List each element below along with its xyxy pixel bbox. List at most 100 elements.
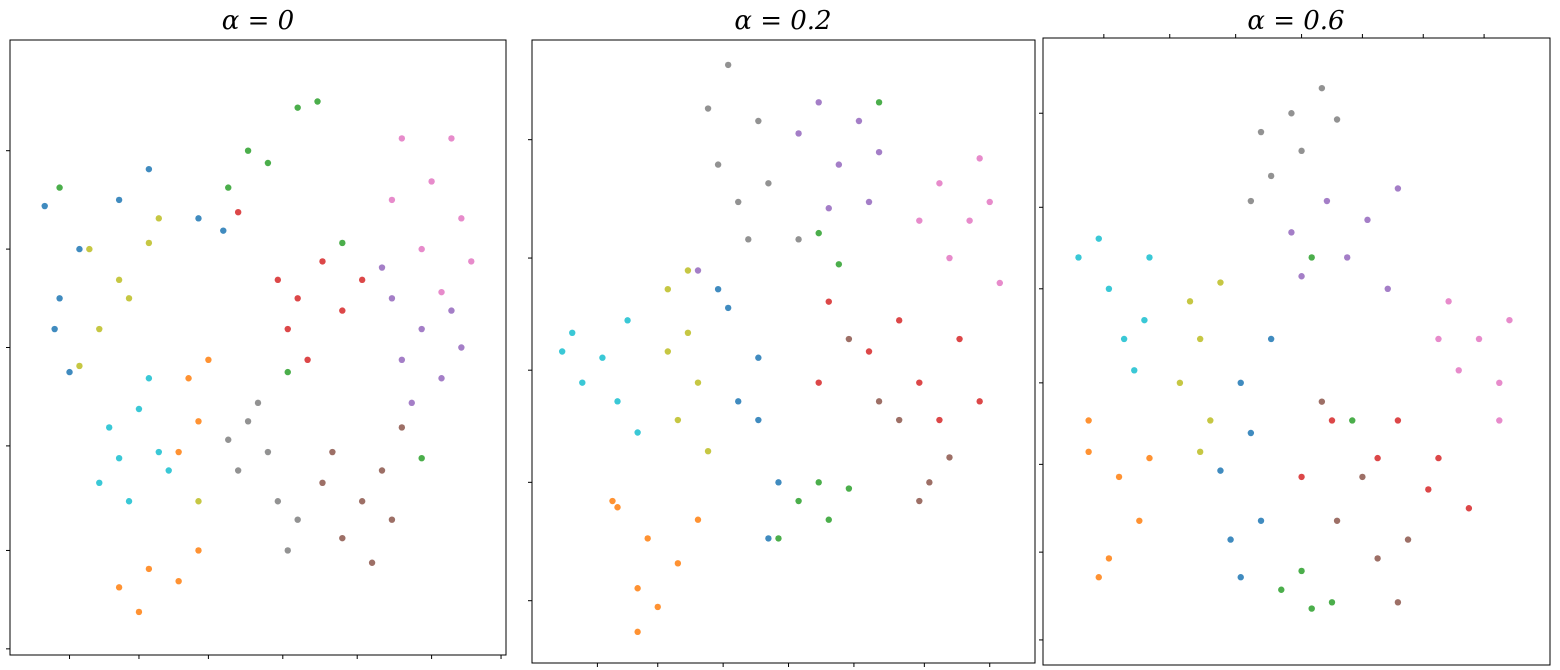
point xyxy=(775,535,782,542)
point xyxy=(599,354,606,361)
point xyxy=(1349,417,1356,424)
point xyxy=(1217,279,1224,286)
point xyxy=(1496,379,1503,387)
point xyxy=(106,424,113,431)
point xyxy=(966,217,973,224)
point xyxy=(1288,110,1295,117)
point xyxy=(388,196,396,204)
point xyxy=(135,608,143,616)
point xyxy=(41,202,48,210)
point xyxy=(86,245,93,253)
point xyxy=(795,236,802,243)
point xyxy=(634,429,641,436)
point xyxy=(1374,454,1381,462)
point xyxy=(825,516,832,523)
point xyxy=(946,254,953,262)
point xyxy=(835,261,843,268)
point xyxy=(1247,197,1255,205)
point xyxy=(1496,417,1503,424)
point xyxy=(294,516,301,523)
point xyxy=(1333,116,1341,123)
point xyxy=(234,467,242,474)
point xyxy=(956,335,963,343)
point xyxy=(755,117,762,125)
point xyxy=(755,416,762,424)
plot-frame xyxy=(531,39,1036,664)
point xyxy=(96,325,103,333)
point xyxy=(895,416,903,424)
point xyxy=(1075,254,1082,261)
point xyxy=(674,560,682,567)
point xyxy=(368,559,376,566)
plot-frame xyxy=(1042,37,1551,666)
point xyxy=(1425,486,1432,493)
point xyxy=(339,239,346,247)
point xyxy=(1288,229,1295,236)
point xyxy=(654,603,661,611)
point xyxy=(1506,316,1513,324)
point xyxy=(1298,567,1305,575)
point xyxy=(1394,417,1402,424)
point xyxy=(458,344,465,351)
point xyxy=(56,184,63,191)
point xyxy=(339,534,346,542)
point xyxy=(825,298,832,305)
point xyxy=(115,196,123,204)
point xyxy=(1115,473,1123,481)
point xyxy=(579,379,586,386)
point xyxy=(755,354,762,361)
point xyxy=(284,368,291,376)
point xyxy=(1384,285,1391,292)
point xyxy=(569,329,576,337)
point xyxy=(1196,448,1204,456)
point xyxy=(339,307,346,314)
point xyxy=(1318,84,1326,92)
point xyxy=(115,276,123,284)
point xyxy=(1237,379,1244,387)
point xyxy=(155,448,162,456)
point xyxy=(1344,254,1351,261)
point xyxy=(1435,335,1442,343)
point xyxy=(1374,555,1381,562)
point xyxy=(1435,454,1442,462)
point xyxy=(795,130,802,137)
point xyxy=(1318,398,1326,405)
point xyxy=(765,535,772,542)
point xyxy=(418,245,425,253)
point xyxy=(614,504,621,511)
panel-title: α = 0.2 xyxy=(734,6,831,36)
point xyxy=(294,295,301,302)
point xyxy=(195,498,202,505)
point xyxy=(1095,235,1102,242)
point xyxy=(319,258,326,265)
point xyxy=(76,245,83,253)
point xyxy=(125,498,133,505)
point xyxy=(936,416,943,424)
point xyxy=(264,159,272,167)
point xyxy=(1257,128,1265,136)
point xyxy=(358,276,366,284)
point xyxy=(1267,335,1275,343)
point xyxy=(735,398,742,405)
point xyxy=(135,405,143,413)
point xyxy=(378,264,386,271)
panel-title: α = 0.6 xyxy=(1247,6,1344,36)
point xyxy=(418,455,425,462)
point xyxy=(274,276,282,284)
point xyxy=(795,497,802,505)
point xyxy=(468,258,475,265)
point xyxy=(875,99,883,106)
point xyxy=(244,147,252,154)
point xyxy=(220,227,227,234)
point xyxy=(845,485,853,492)
point xyxy=(865,348,873,355)
point xyxy=(976,155,983,162)
point xyxy=(284,325,291,333)
point xyxy=(145,165,153,173)
point xyxy=(1217,467,1224,474)
point xyxy=(438,375,445,382)
point xyxy=(329,448,336,456)
point xyxy=(815,99,822,106)
point xyxy=(418,325,425,333)
point xyxy=(815,229,822,237)
